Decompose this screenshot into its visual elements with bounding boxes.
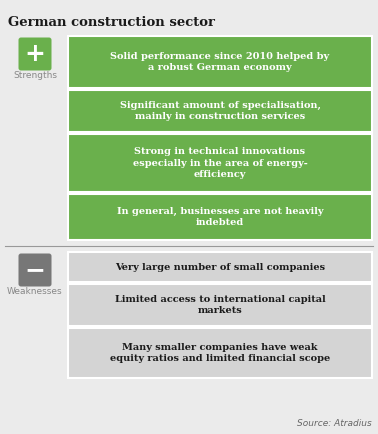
Text: Strengths: Strengths [13,71,57,80]
Text: Limited access to international capital
markets: Limited access to international capital … [115,295,325,315]
Text: Strong in technical innovations
especially in the area of energy-
efficiency: Strong in technical innovations especial… [133,147,307,179]
Text: Solid performance since 2010 helped by
a robust German economy: Solid performance since 2010 helped by a… [110,52,330,72]
FancyBboxPatch shape [68,284,372,326]
FancyBboxPatch shape [19,37,51,70]
Text: Weaknesses: Weaknesses [7,287,63,296]
FancyBboxPatch shape [19,253,51,286]
FancyBboxPatch shape [68,90,372,132]
FancyBboxPatch shape [68,252,372,282]
FancyBboxPatch shape [68,134,372,192]
FancyBboxPatch shape [68,36,372,88]
FancyBboxPatch shape [68,194,372,240]
Text: +: + [25,42,45,66]
Text: −: − [25,258,45,282]
Text: Source: Atradius: Source: Atradius [297,419,372,428]
Text: Very large number of small companies: Very large number of small companies [115,263,325,272]
FancyBboxPatch shape [68,328,372,378]
Text: German construction sector: German construction sector [8,16,215,29]
Text: Significant amount of specialisation,
mainly in construction services: Significant amount of specialisation, ma… [119,101,321,121]
Text: Many smaller companies have weak
equity ratios and limited financial scope: Many smaller companies have weak equity … [110,343,330,363]
Text: In general, businesses are not heavily
indebted: In general, businesses are not heavily i… [117,207,323,227]
